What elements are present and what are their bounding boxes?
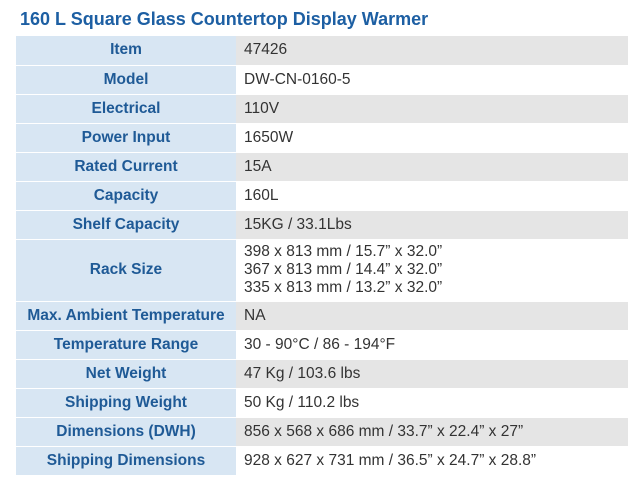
row-label: Shipping Dimensions xyxy=(16,446,236,476)
row: Dimensions (DWH) 856 x 568 x 686 mm / 33.… xyxy=(16,417,628,447)
value-line: 47 Kg / 103.6 lbs xyxy=(244,364,361,382)
row: Power Input 1650W xyxy=(16,123,628,153)
row-value: 47426 xyxy=(236,36,628,66)
row: Rated Current 15A xyxy=(16,152,628,182)
row-value: 47 Kg / 103.6 lbs xyxy=(236,359,628,389)
value-line: NA xyxy=(244,306,266,324)
row-label: Max. Ambient Temperature xyxy=(16,301,236,331)
spec-table: Item 47426 Model DW-CN-0160-5 Electrical 110V… xyxy=(16,36,628,476)
row: Shipping Dimensions 928 x 627 x 731 mm / … xyxy=(16,446,628,476)
row-value: 160L xyxy=(236,181,628,211)
table-body: Item 47426 Model DW-CN-0160-5 Electrical 110V… xyxy=(16,36,628,476)
row-label: Rated Current xyxy=(16,152,236,182)
row: Item 47426 xyxy=(16,36,628,66)
row-value: NA xyxy=(236,301,628,331)
row: Electrical 110V xyxy=(16,94,628,124)
row-label: Temperature Range xyxy=(16,330,236,360)
row-value: 1650W xyxy=(236,123,628,153)
row-value: 15A xyxy=(236,152,628,182)
value-line: 110V xyxy=(244,99,280,117)
row: Model DW-CN-0160-5 xyxy=(16,65,628,95)
row: Rack Size 398 x 813 mm / 15.7” x 32.0” 367… xyxy=(16,239,628,302)
row: Shipping Weight 50 Kg / 110.2 lbs xyxy=(16,388,628,418)
row: Capacity 160L xyxy=(16,181,628,211)
value-line: 50 Kg / 110.2 lbs xyxy=(244,393,360,411)
row-label: Item xyxy=(16,36,236,66)
row-label: Model xyxy=(16,65,236,95)
value-line: 30 - 90°C / 86 - 194°F xyxy=(244,335,396,353)
row-label: Shelf Capacity xyxy=(16,210,236,240)
row-label: Shipping Weight xyxy=(16,388,236,418)
value-line: 856 x 568 x 686 mm / 33.7” x 22.4” x 27” xyxy=(244,422,524,440)
row-label: Net Weight xyxy=(16,359,236,389)
row-value: 50 Kg / 110.2 lbs xyxy=(236,388,628,418)
row-label: Electrical xyxy=(16,94,236,124)
value-line: 928 x 627 x 731 mm / 36.5” x 24.7” x 28.… xyxy=(244,451,537,469)
row-value: 110V xyxy=(236,94,628,124)
row-value: 30 - 90°C / 86 - 194°F xyxy=(236,330,628,360)
row-label: Power Input xyxy=(16,123,236,153)
value-line: 15KG / 33.1Lbs xyxy=(244,215,352,233)
row-label: Rack Size xyxy=(16,239,236,302)
row: Temperature Range 30 - 90°C / 86 - 194°F xyxy=(16,330,628,360)
row-value: 856 x 568 x 686 mm / 33.7” x 22.4” x 27” xyxy=(236,417,628,447)
value-line: 160L xyxy=(244,186,279,204)
row-value: DW-CN-0160-5 xyxy=(236,65,628,95)
value-line: 335 x 813 mm / 13.2” x 32.0” xyxy=(244,279,443,296)
row: Net Weight 47 Kg / 103.6 lbs xyxy=(16,359,628,389)
value-line: 1650W xyxy=(244,128,294,146)
value-line: 367 x 813 mm / 14.4” x 32.0” xyxy=(244,261,443,278)
value-line: DW-CN-0160-5 xyxy=(244,70,351,88)
row: Max. Ambient Temperature NA xyxy=(16,301,628,331)
row-label: Dimensions (DWH) xyxy=(16,417,236,447)
value-line: 398 x 813 mm / 15.7” x 32.0” xyxy=(244,243,443,260)
row-value: 928 x 627 x 731 mm / 36.5” x 24.7” x 28.… xyxy=(236,446,628,476)
row-value: 15KG / 33.1Lbs xyxy=(236,210,628,240)
row: Shelf Capacity 15KG / 33.1Lbs xyxy=(16,210,628,240)
row-label: Capacity xyxy=(16,181,236,211)
title: 160 L Square Glass Countertop Display Wa… xyxy=(20,9,429,29)
row-value: 398 x 813 mm / 15.7” x 32.0” 367 x 813 mm… xyxy=(236,239,628,302)
value-line: 47426 xyxy=(244,41,288,59)
value-line: 15A xyxy=(244,157,272,175)
